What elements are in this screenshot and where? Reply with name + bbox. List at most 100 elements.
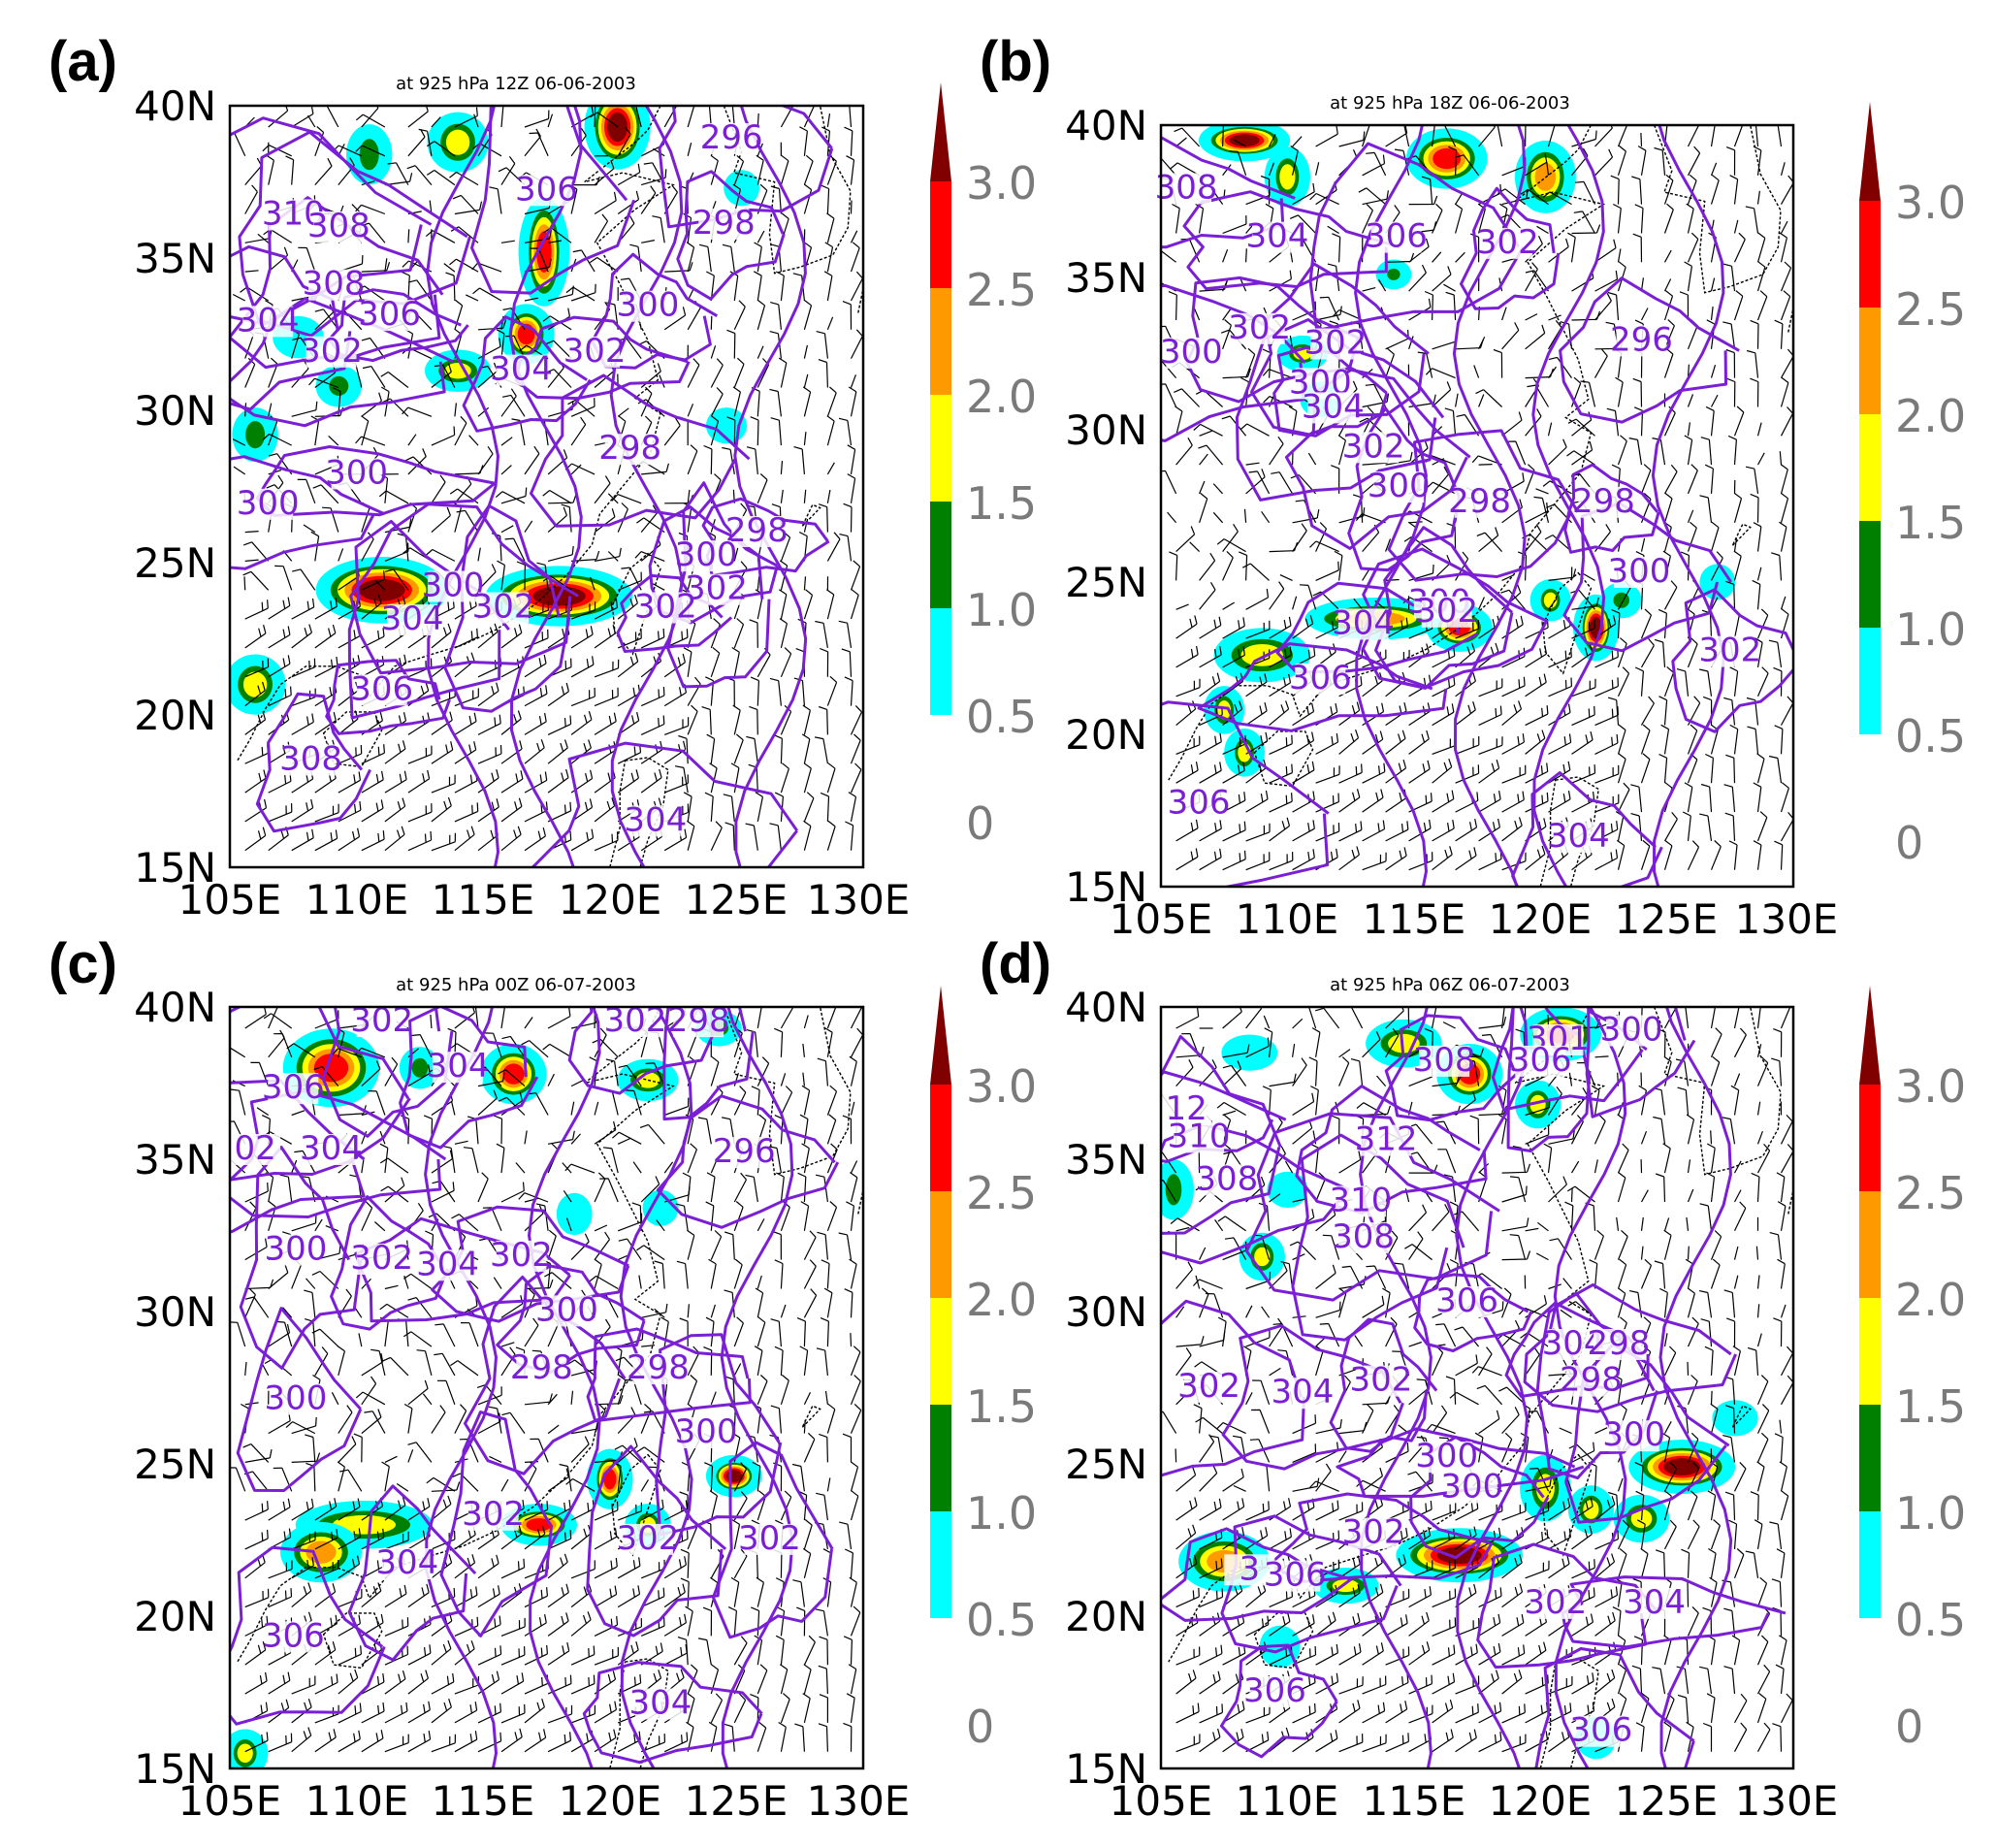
panel-a-barb-87 [355,204,386,215]
panel-c-barb-381 [285,1421,316,1435]
panel-c-cb-label-1: 2.5 [966,1167,1037,1219]
panel-c-xlabel-5: 130E [807,1777,911,1825]
panel-b-barb-605 [1432,759,1453,784]
panel-a-barb-406 [242,541,270,562]
panel-c-barb-304 [397,1318,409,1347]
panel-c-contour-label-7: 296 [713,1132,776,1171]
panel-d-barb-147 [1437,1149,1457,1174]
panel-a-barb-43 [617,126,631,157]
panel-a-barb-247 [308,377,339,389]
panel-c-barb-456 [791,1463,805,1492]
panel-d-barb-75 [1663,1055,1672,1086]
panel-c-barb-651 [314,1704,339,1724]
panel-d-barb-159 [1733,1160,1742,1174]
panel-d-barb-287 [1560,1309,1572,1318]
panel-d-barb-185 [1706,1172,1716,1203]
panel-d-xlabel-1: 110E [1236,1777,1339,1825]
panel-a-contour-label-13: 300 [325,453,388,492]
panel-b-barb-361 [1408,521,1423,524]
panel-c-barb-395 [640,1403,652,1434]
panel-a-barb-63 [426,169,456,186]
panel-d-barb-482 [1707,1490,1717,1521]
panel-d-barb-152 [1570,1160,1580,1174]
panel-b-barb-268 [1750,377,1759,407]
panel-b-barb-587 [1640,724,1651,755]
panel-c-barb-479 [709,1490,718,1521]
panel-b-barb-623 [1222,792,1246,813]
panel-a-barb-386 [431,506,451,534]
panel-c-barb-449 [640,1478,650,1492]
panel-b-barb-50 [1710,162,1718,177]
panel-b-barb-600 [1315,765,1340,784]
panel-d-barb-551 [1432,1588,1457,1608]
panel-d-barb-617 [1707,1635,1716,1666]
panel-a-barb-354 [297,478,316,504]
panel-d-barb-148 [1478,1163,1490,1174]
panel-a-barb-282 [501,394,526,417]
panel-d-barb-427 [1687,1432,1699,1463]
panel-d-barb-641 [1631,1665,1643,1695]
panel-d-barb-682 [1338,1734,1364,1753]
panel-a-barb-431 [839,534,853,562]
panel-a-contour-label-bg-20 [640,592,692,624]
panel-b-coast-ryukyu [1731,523,1752,546]
panel-c-barb-363 [524,1393,553,1406]
panel-d-contour-label-15: 302 [1349,1361,1412,1400]
panel-d-barb-238 [1687,1246,1690,1260]
panel-b-barb-637 [1548,790,1571,813]
panel-a-barb-536 [780,647,792,678]
panel-d-barb-347 [1704,1345,1714,1376]
panel-c-barb-507 [731,1519,741,1550]
panel-c-barb-627 [384,1670,406,1695]
panel-d-barb-535 [1681,1548,1690,1578]
panel-d-barb-657 [1385,1701,1408,1724]
panel-b-barb-545 [1292,702,1315,727]
panel-b-barb-7 [1338,131,1366,147]
panel-a-barb-5 [361,106,379,128]
panel-d-barb-404 [1779,1419,1783,1434]
panel-c-barb-306 [435,1323,456,1347]
panel-c-contour-label-bg-0 [356,1006,407,1038]
panel-d-barb-386 [1362,1404,1374,1434]
panel-c-barb-105 [801,1085,811,1116]
panel-d-barb-449 [1566,1477,1573,1492]
panel-d-barb-382 [1251,1409,1271,1434]
panel-a-barb-65 [500,156,516,185]
panel-c-barb-676 [268,1733,293,1753]
panel-a-contour-label-22: 306 [350,669,413,708]
panel-a-barb-199 [477,319,507,331]
panel-d-contour-label-9: 308 [1332,1217,1395,1256]
panel-d-shade-10-level-2 [1529,1094,1546,1115]
panel-d-barb-453 [1663,1462,1678,1492]
panel-c-xlabel-1: 110E [306,1777,409,1825]
panel-d-barb-512 [1769,1521,1783,1549]
panel-a-ticks: 40N 35N 30N 25N 20N 15N 105E 110E 115E 1… [134,82,910,924]
panel-b-barb-133 [1756,232,1766,263]
panel-a-barb-649 [268,803,293,823]
panel-a-barb-488 [291,624,312,649]
panel-b-barb-662 [1501,817,1523,842]
panel-d-barb-242 [1769,1232,1783,1260]
panel-c-barb-149 [562,1162,572,1174]
panel-d-barb-430 [1756,1432,1769,1463]
panel-c-barb-51 [802,1043,805,1057]
panel-b-barb-506 [1640,638,1655,668]
panel-b-barb-336 [1426,481,1456,495]
panel-a-barb-64 [449,171,479,186]
panel-c-barb-346 [754,1345,763,1377]
panel-a-barb-70 [617,163,641,186]
panel-b-barb-550 [1408,702,1431,727]
panel-b-barb-596 [1222,762,1245,784]
panel-d-barb-532 [1617,1547,1627,1578]
panel-d-barb-99 [1591,1085,1600,1116]
panel-d-barb-270 [1175,1306,1185,1318]
panel-d-barb-691 [1548,1728,1570,1753]
panel-a-barb-172 [466,294,479,302]
panel-b-barb-339 [1525,464,1535,495]
panel-c-barb-550 [477,1585,500,1608]
panel-c-barb-308 [500,1342,515,1347]
panel-b-barb-204 [1525,324,1546,350]
panel-c-barb-52 [824,1027,833,1057]
panel-a-barb-323 [838,417,853,446]
panel-b-barb-533 [1634,666,1644,697]
